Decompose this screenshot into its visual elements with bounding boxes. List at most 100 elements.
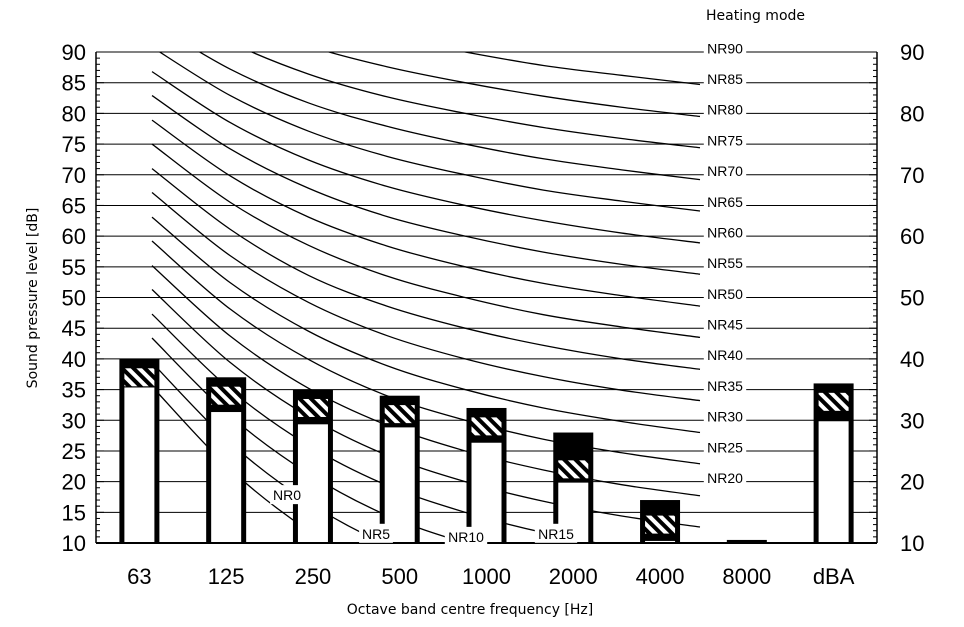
y-tick-label-15: 15	[62, 500, 86, 525]
y-tick-label-25: 25	[62, 439, 86, 464]
x-tick-label-500: 500	[381, 564, 418, 589]
right-y-tick-label-80: 80	[900, 101, 924, 126]
nr-label-bg	[270, 485, 304, 505]
x-axis-label: Octave band centre frequency [Hz]	[347, 602, 593, 618]
y-tick-label-70: 70	[62, 163, 86, 188]
curve-nr55	[151, 119, 701, 307]
nr-labels: NR0 NR5 NR10 NR15 NR20 NR25 NR30 NR35 NR40 NR45 NR…	[270, 38, 747, 546]
nr-label-nr45: NR45	[707, 317, 743, 333]
x-tick-label-2000: 2000	[549, 564, 598, 589]
nr-label-nr10: NR10	[448, 529, 484, 545]
bar-hatch	[124, 368, 155, 387]
tick-labels: 10 15 20 25 30 35 40 45 50 55 60 65 70 75 80 85 90 10 20 30…	[62, 40, 925, 589]
nr-label-nr40: NR40	[707, 347, 743, 363]
bar-inner	[297, 424, 328, 543]
nr-label-nr20: NR20	[707, 470, 743, 486]
nr-label-bg	[534, 523, 578, 543]
bar-hatch	[471, 417, 502, 436]
y-tick-label-35: 35	[62, 378, 86, 403]
right-y-tick-label-20: 20	[900, 470, 924, 495]
y-tick-label-65: 65	[62, 193, 86, 218]
nr-label-bg	[359, 523, 393, 543]
bar-dBA	[813, 383, 854, 543]
nr-label-bg	[703, 222, 747, 242]
nr-label-nr80: NR80	[707, 102, 743, 118]
y-axis-label: Sound pressure level [dB]	[25, 208, 41, 389]
x-tick-label-dBA: dBA	[813, 564, 855, 589]
right-y-tick-label-10: 10	[900, 531, 924, 556]
x-tick-label-125: 125	[208, 564, 245, 589]
nr-label-nr25: NR25	[707, 439, 743, 455]
right-y-tick-label-60: 60	[900, 224, 924, 249]
y-tick-label-10: 10	[62, 531, 86, 556]
nr-label-nr15: NR15	[538, 526, 574, 542]
nr-label-bg	[703, 345, 747, 365]
bar-hatch	[558, 460, 589, 479]
x-tick-label-4000: 4000	[636, 564, 685, 589]
nr-label-nr55: NR55	[707, 255, 743, 271]
nr-label-bg	[703, 437, 747, 457]
y-tick-label-30: 30	[62, 408, 86, 433]
y-tick-label-90: 90	[62, 40, 86, 65]
nr-label-bg	[703, 191, 747, 211]
chart-title: Heating mode	[706, 8, 806, 24]
bar-500	[379, 395, 420, 543]
nr-label-nr5: NR5	[362, 526, 390, 542]
bar-4000	[640, 500, 681, 543]
x-tick-label-8000: 8000	[722, 564, 771, 589]
axes	[95, 51, 878, 544]
right-y-tick-label-30: 30	[900, 408, 924, 433]
bar-hatch	[297, 398, 328, 417]
nr-label-bg	[444, 526, 488, 546]
nr-label-bg	[703, 130, 747, 150]
bar-inner	[471, 442, 502, 543]
curve-nr45	[151, 168, 701, 370]
bar-inner	[818, 421, 849, 543]
nr-label-nr60: NR60	[707, 224, 743, 240]
bar-hatch	[211, 386, 242, 405]
nr-label-bg	[703, 38, 747, 58]
bar-1000	[466, 407, 507, 543]
nr-label-nr75: NR75	[707, 132, 743, 148]
nr-label-bg	[703, 99, 747, 119]
right-y-tick-label-50: 50	[900, 286, 924, 311]
bar-63	[119, 358, 160, 543]
bar-hatch	[818, 392, 849, 411]
x-tick-label-63: 63	[127, 564, 151, 589]
nr-label-bg	[703, 283, 747, 303]
nr-label-nr85: NR85	[707, 71, 743, 87]
x-tick-label-250: 250	[295, 564, 332, 589]
y-tick-label-45: 45	[62, 316, 86, 341]
bar-outer	[726, 539, 767, 543]
curve-nr50	[151, 143, 701, 339]
bar-hatch	[384, 405, 415, 424]
curve-nr85	[326, 52, 701, 118]
nr-label-nr90: NR90	[707, 40, 743, 56]
y-tick-label-85: 85	[62, 71, 86, 96]
bar-8000	[726, 539, 767, 543]
right-y-tick-label-40: 40	[900, 347, 924, 372]
y-tick-label-55: 55	[62, 255, 86, 280]
curve-nr90	[461, 52, 701, 86]
y-tick-label-50: 50	[62, 286, 86, 311]
y-tick-label-80: 80	[62, 101, 86, 126]
bar-inner	[124, 387, 155, 543]
nr-label-nr0: NR0	[273, 487, 301, 503]
nr-label-bg	[703, 467, 747, 487]
nr-label-bg	[703, 69, 747, 89]
y-tick-label-20: 20	[62, 470, 86, 495]
bar-125	[206, 377, 247, 543]
curve-nr35	[151, 216, 701, 434]
curve-nr75	[198, 52, 701, 181]
curve-nr40	[151, 192, 701, 402]
x-tick-label-1000: 1000	[462, 564, 511, 589]
nr-label-nr50: NR50	[707, 286, 743, 302]
bar-250	[292, 389, 333, 543]
bar-inner	[384, 427, 415, 543]
curve-nr65	[151, 71, 701, 244]
nr-label-nr70: NR70	[707, 163, 743, 179]
nr-label-bg	[703, 161, 747, 181]
nr-label-bg	[703, 253, 747, 273]
bars	[119, 358, 854, 543]
